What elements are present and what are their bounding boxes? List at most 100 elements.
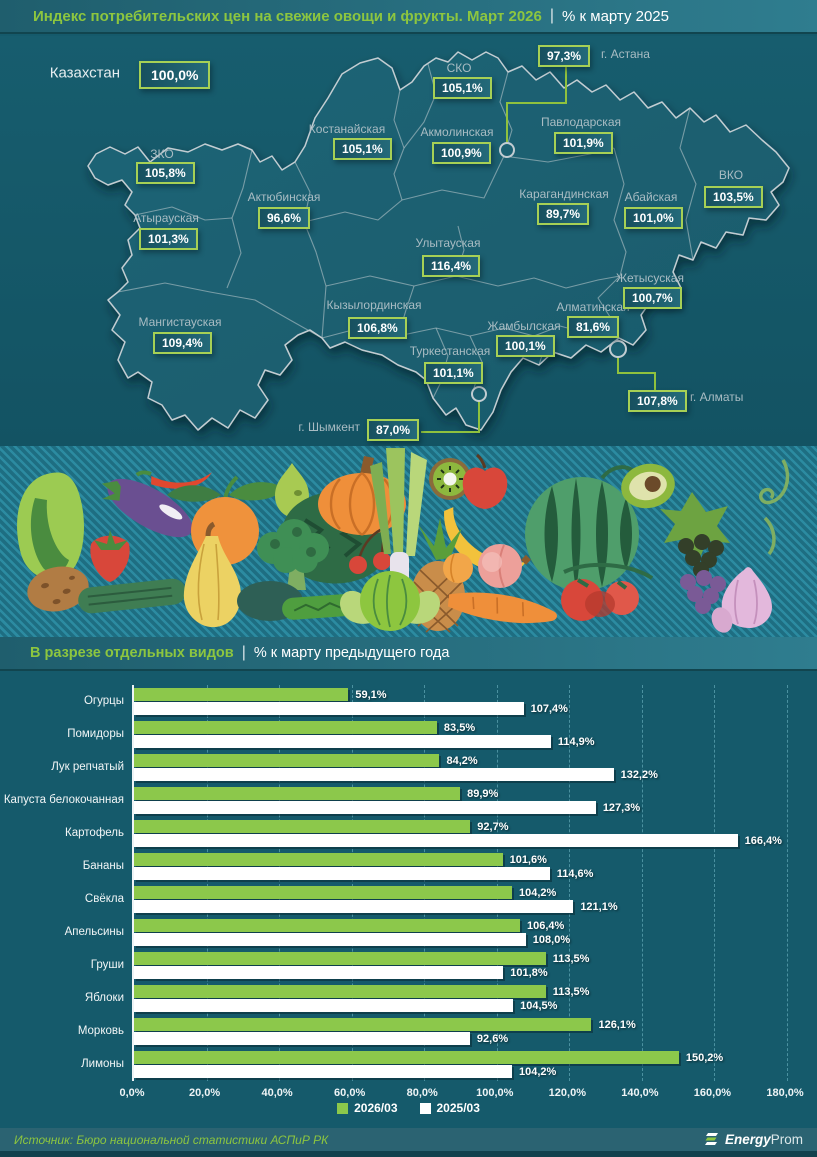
bar-2026/03: 83,5%: [134, 721, 475, 734]
bar-2026/03: 84,2%: [134, 754, 478, 767]
x-tick-label: 0,0%: [119, 1087, 145, 1099]
bar-2026/03: 150,2%: [134, 1051, 723, 1064]
region-value-badge: 87,0%: [367, 419, 420, 441]
gridline: [787, 685, 788, 1081]
category-label: Капуста белокочанная: [3, 794, 124, 806]
chart-row: 59,1% 107,4%: [134, 685, 787, 718]
gridline: [569, 685, 571, 1081]
grape-leaf-icon: [660, 492, 730, 560]
region-label: Абайская: [624, 190, 678, 204]
region-label: г. Астана: [601, 47, 650, 61]
region-label: Карагандинская: [519, 187, 609, 201]
region-label: Жамбылская: [487, 319, 561, 333]
title-divider: |: [549, 7, 555, 24]
x-tick-label: 40,0%: [261, 1087, 293, 1099]
bar-value-label: 166,4%: [744, 834, 782, 847]
bar-value-label: 114,9%: [557, 735, 595, 748]
bar-2025/03: 104,5%: [134, 999, 557, 1012]
bar-value-label: 89,9%: [467, 787, 499, 800]
kazakhstan-map-section: Казахстан 100,0% г. Астана 97,3% СКО 105,1% Ко…: [0, 36, 817, 446]
category-label: Лук репчатый: [51, 761, 124, 773]
produce-price-bar-chart: 59,1% 107,4% 83,5% 114,9% 84,2% 132,2% 89,9% 12…: [0, 671, 817, 1128]
region-value-badge: 105,1%: [333, 138, 392, 160]
bar-2025/03: 132,2%: [134, 768, 658, 781]
source-note: Источник: Бюро национальной статистики А…: [14, 1132, 329, 1147]
x-tick-label: 140,0%: [621, 1087, 659, 1099]
chart-legend: 2026/03 2025/03: [0, 1101, 817, 1115]
region-value-badge: 107,8%: [628, 390, 687, 412]
vine-tendril-icon: [759, 459, 790, 556]
bar-value-label: 127,3%: [602, 801, 641, 814]
peach-icon: [478, 544, 522, 588]
energyprom-logo-icon: [704, 1133, 718, 1145]
bar-2025/03: 114,9%: [134, 735, 595, 748]
chart-row: 126,1% 92,6%: [134, 1015, 787, 1048]
bar-2026/03: 92,7%: [134, 820, 508, 833]
region-label: ВКО: [718, 168, 744, 182]
potato-icon: [27, 566, 89, 612]
region-label: Улытауская: [415, 236, 481, 250]
chart-row: 113,5% 104,5%: [134, 982, 787, 1015]
region-label: Акмолинская: [420, 125, 494, 139]
chart-title-divider: |: [241, 644, 246, 661]
apple-icon: [462, 453, 508, 509]
x-tick-label: 80,0%: [406, 1087, 438, 1099]
country-label: Казахстан: [49, 64, 120, 82]
broccoli-icon: [257, 519, 329, 590]
region-label: Алматинская: [556, 300, 630, 314]
category-label: Лимоны: [81, 1058, 124, 1070]
garlic-icon: [711, 567, 772, 633]
region-label: Кызылординская: [326, 298, 422, 312]
region-value-badge: 81,6%: [567, 316, 620, 338]
region-value-badge: 101,3%: [139, 228, 198, 250]
region-value-badge: 100,9%: [432, 142, 491, 164]
shymkent-marker: [471, 386, 487, 402]
bar-2025/03: 166,4%: [134, 834, 782, 847]
bar-2026/03: 89,9%: [134, 787, 498, 800]
bar-2025/03: 114,6%: [134, 867, 593, 880]
region-value-badge: 106,8%: [348, 317, 407, 339]
region-label: Жетысуская: [616, 271, 684, 285]
bar-value-label: 84,2%: [446, 754, 478, 767]
footer-bar: Источник: Бюро национальной статистики А…: [0, 1128, 817, 1151]
lettuce-icon: [17, 472, 84, 580]
chart-title-note: % к марту предыдущего года: [253, 645, 450, 661]
bar-value-label: 107,4%: [530, 702, 568, 715]
region-label: г. Алматы: [690, 390, 744, 404]
bar-value-label: 92,7%: [477, 820, 509, 833]
gridline: [496, 685, 498, 1081]
bar-value-label: 101,8%: [510, 966, 548, 979]
logo-text-light: Prom: [770, 1131, 803, 1147]
region-label: Актюбинская: [247, 190, 321, 204]
region-value-badge: 97,3%: [538, 45, 591, 67]
gridline: [714, 685, 716, 1081]
bar-2026/03: 126,1%: [134, 1018, 636, 1031]
region-label: Павлодарская: [541, 115, 621, 129]
chart-row: 113,5% 101,8%: [134, 949, 787, 982]
bar-2025/03: 104,2%: [134, 1065, 556, 1078]
produce-illustrations: [17, 448, 790, 633]
region-label: СКО: [446, 61, 472, 75]
region-value-badge: 105,8%: [136, 162, 195, 184]
gridline: [351, 685, 353, 1081]
watermelon-icon: [525, 465, 639, 591]
x-tick-label: 100,0%: [476, 1087, 514, 1099]
region-value-badge: 101,9%: [554, 132, 613, 154]
zucchini-icon: [78, 578, 186, 614]
bar-value-label: 101,6%: [509, 853, 547, 866]
bottom-strip: [0, 1151, 817, 1157]
region-value-badge: 100,1%: [496, 335, 555, 357]
tomatoes-icon: [561, 562, 654, 621]
astana-marker: [499, 142, 515, 158]
chart-row: 83,5% 114,9%: [134, 718, 787, 751]
category-label: Бананы: [82, 860, 124, 872]
produce-illustration-band: [0, 446, 817, 637]
region-value-badge: 101,1%: [424, 362, 483, 384]
x-tick-label: 160,0%: [693, 1087, 732, 1099]
bar-value-label: 104,2%: [519, 886, 557, 899]
bar-value-label: 113,5%: [552, 952, 590, 965]
page-title: Индекс потребительских цен на свежие ово…: [0, 0, 817, 34]
region-value-badge: 109,4%: [153, 332, 212, 354]
legend-label: 2025/03: [436, 1101, 480, 1115]
bar-value-label: 114,6%: [556, 867, 594, 880]
